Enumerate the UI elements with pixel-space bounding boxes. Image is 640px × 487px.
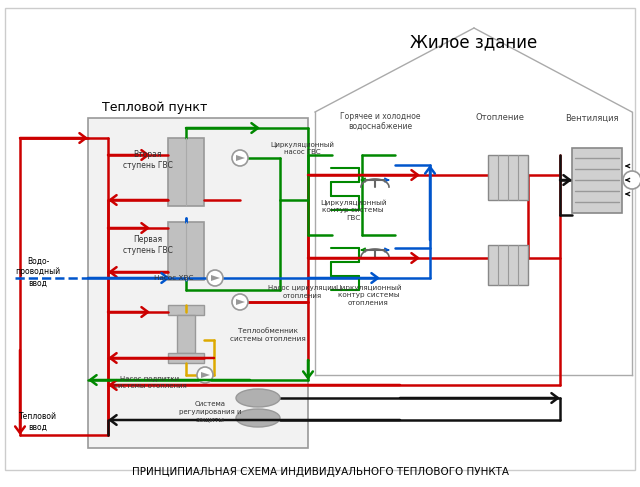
Text: Водо-
проводный
ввод: Водо- проводный ввод [15, 256, 61, 288]
Bar [168, 353, 204, 363]
Text: Теплообменник
системы отопления: Теплообменник системы отопления [230, 328, 306, 342]
Text: Тепловой пункт: Тепловой пункт [102, 100, 208, 113]
Text: Вентиляция: Вентиляция [565, 113, 619, 123]
Bar [88, 118, 308, 448]
Ellipse shape [236, 389, 280, 407]
Text: Первая
ступень ГВС: Первая ступень ГВС [123, 235, 173, 255]
Polygon shape [201, 372, 210, 378]
Ellipse shape [236, 409, 280, 427]
Circle shape [232, 150, 248, 166]
Polygon shape [211, 275, 220, 281]
Bar [488, 155, 528, 200]
Bar [168, 222, 204, 280]
Text: Циркуляционный
контур системы
ГВС: Циркуляционный контур системы ГВС [320, 199, 387, 221]
Text: ПРИНЦИПИАЛЬНАЯ СХЕМА ИНДИВИДУАЛЬНОГО ТЕПЛОВОГО ПУНКТА: ПРИНЦИПИАЛЬНАЯ СХЕМА ИНДИВИДУАЛЬНОГО ТЕП… [131, 467, 509, 477]
Circle shape [207, 270, 223, 286]
Text: Отопление: Отопление [476, 113, 525, 123]
Polygon shape [236, 299, 245, 305]
Text: Насос подпитки
системы отопления: Насос подпитки системы отопления [114, 375, 186, 389]
Text: Тепловой
ввод: Тепловой ввод [19, 412, 57, 432]
Bar [168, 305, 204, 315]
Bar [488, 245, 528, 285]
Polygon shape [236, 155, 245, 161]
Bar [168, 138, 204, 206]
Circle shape [232, 294, 248, 310]
Text: Жилое здание: Жилое здание [410, 33, 538, 51]
Text: Насос циркуляции
отопления: Насос циркуляции отопления [268, 285, 336, 299]
Circle shape [623, 171, 640, 189]
Text: Циркуляционный
насос ГВС: Циркуляционный насос ГВС [270, 141, 334, 155]
Text: Горячее и холодное
водоснабжение: Горячее и холодное водоснабжение [340, 112, 420, 132]
Text: Циркуляционный
контур системы
отопления: Циркуляционный контур системы отопления [335, 284, 402, 306]
Circle shape [197, 367, 213, 383]
Bar [572, 148, 622, 213]
Text: Система
регулирования и
защиты: Система регулирования и защиты [179, 401, 241, 423]
Bar [177, 315, 195, 353]
Text: Вторая
ступень ГВС: Вторая ступень ГВС [123, 150, 173, 170]
Text: Насос ХВС: Насос ХВС [154, 275, 193, 281]
